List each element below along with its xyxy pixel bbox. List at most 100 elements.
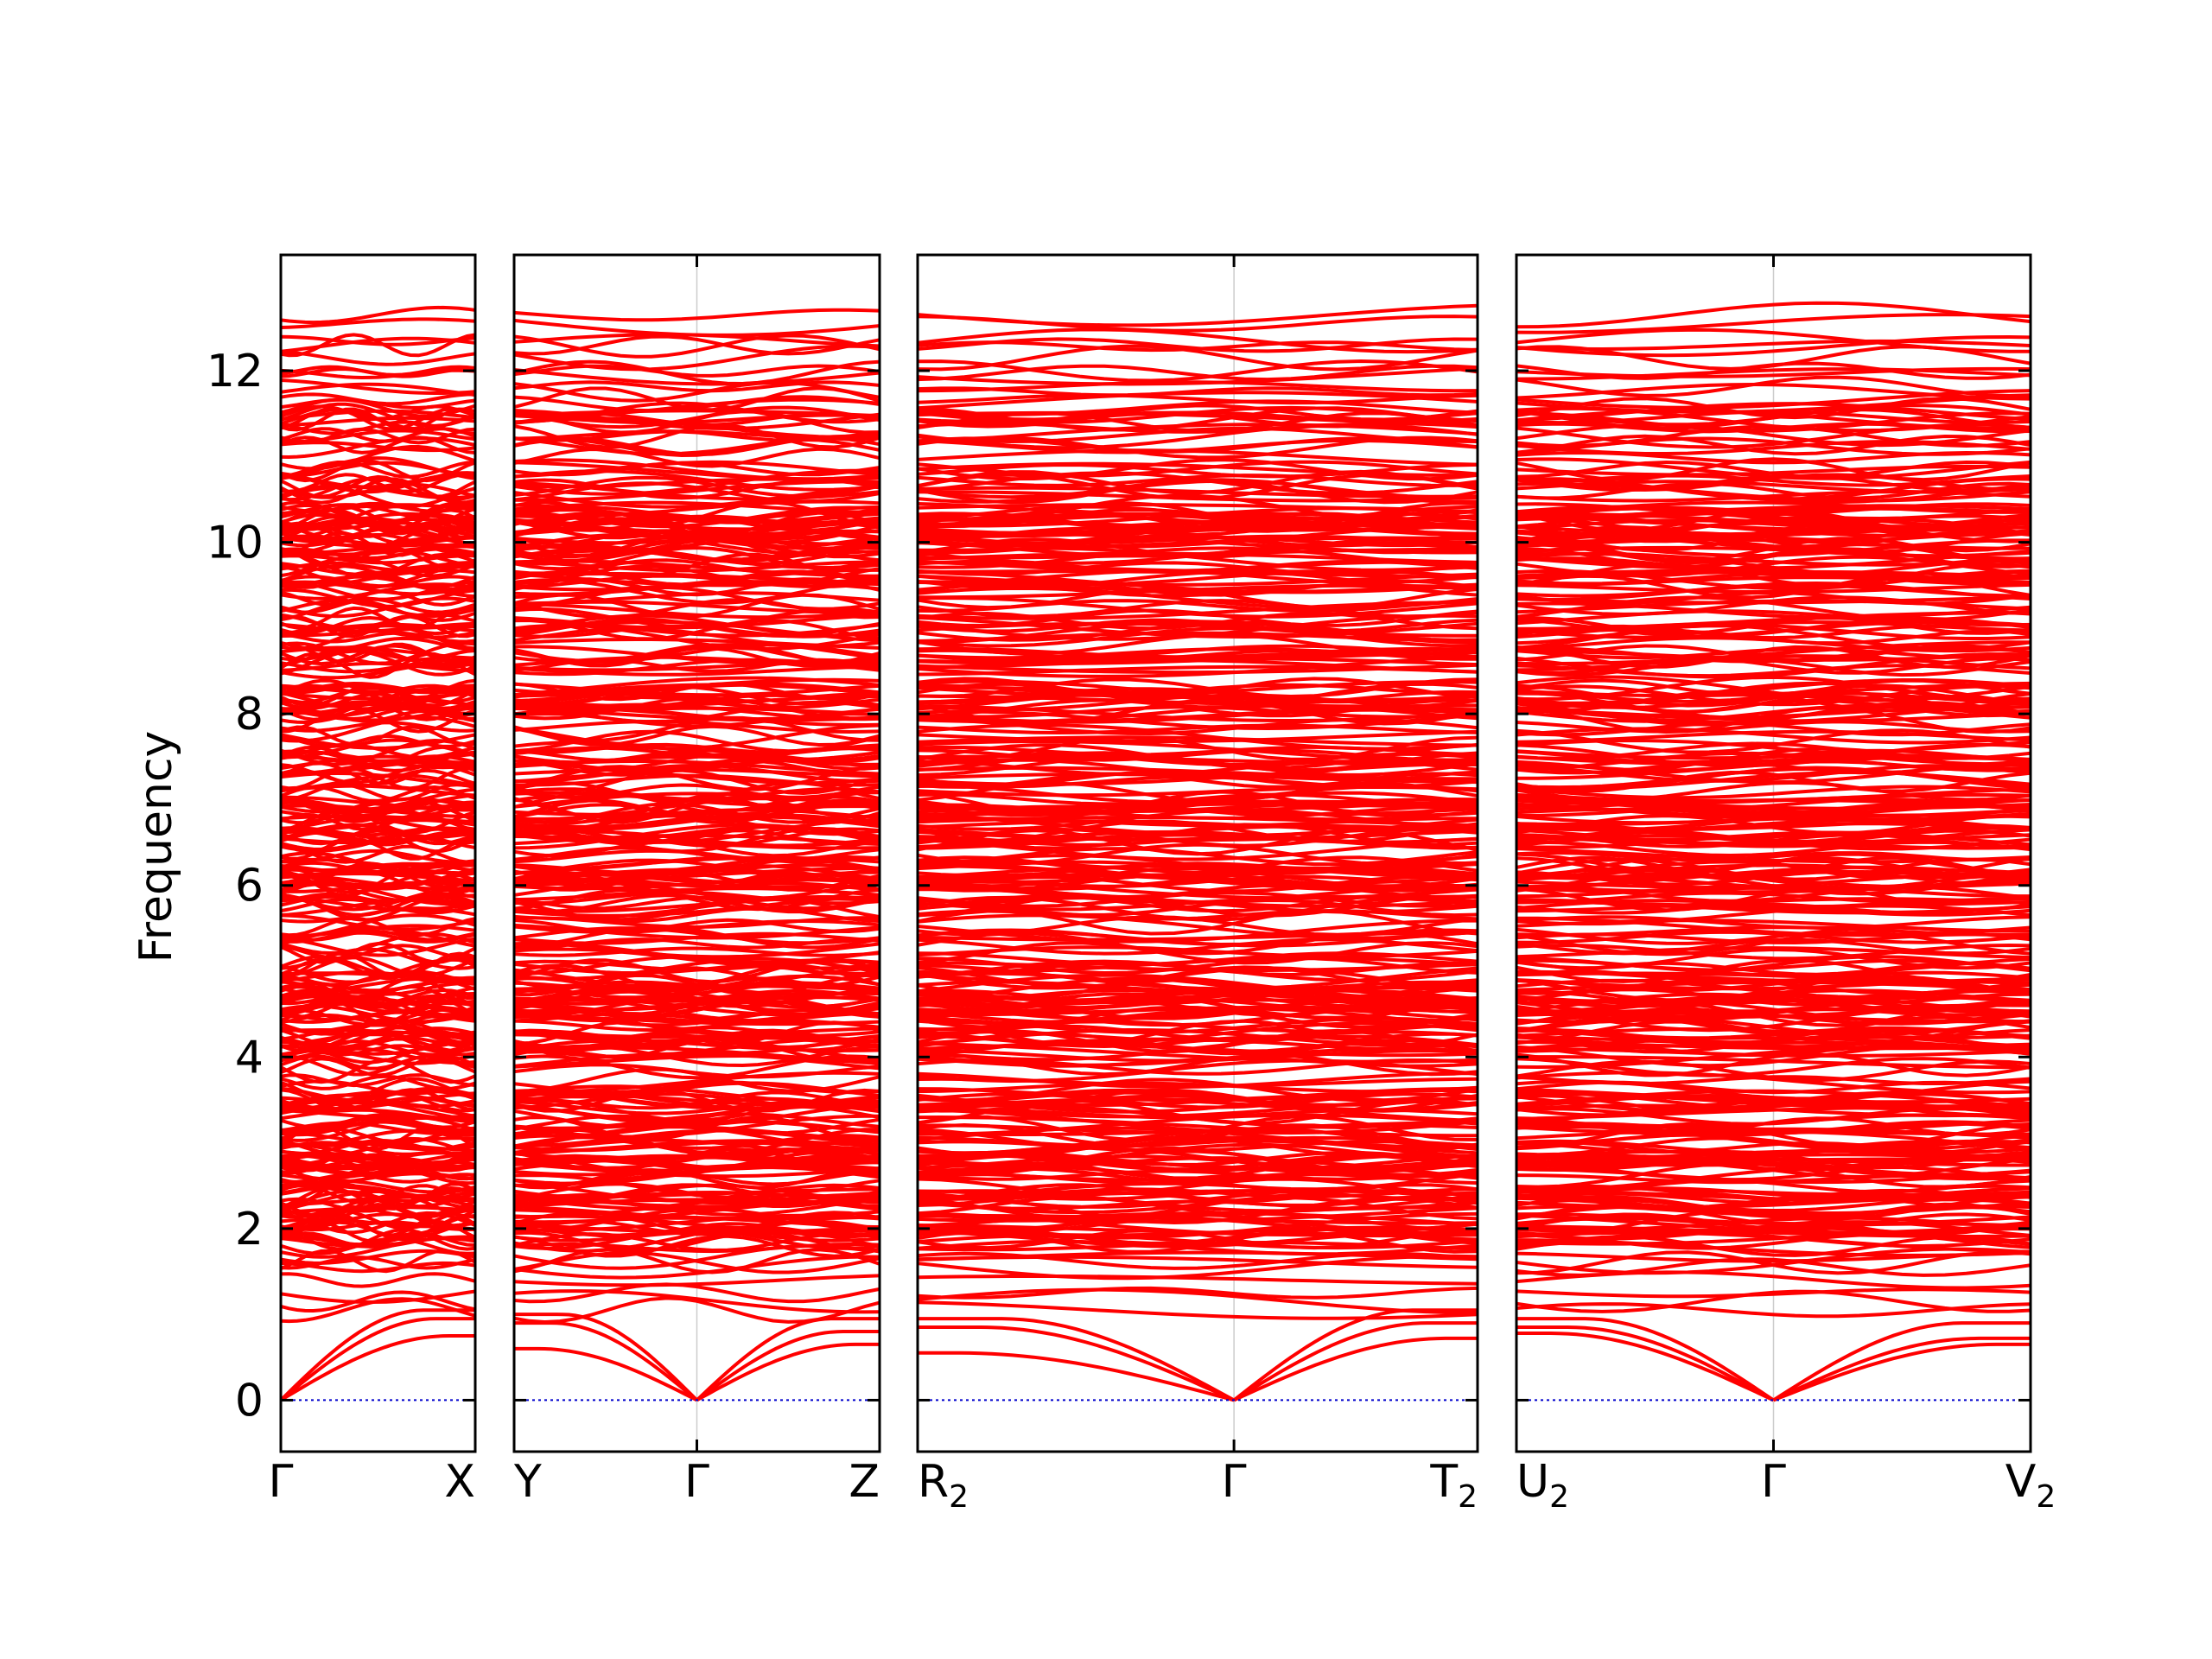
band-line bbox=[918, 1191, 1478, 1207]
band-line bbox=[514, 1119, 880, 1137]
band-line bbox=[281, 913, 475, 938]
band-line bbox=[918, 560, 1478, 574]
acoustic-branch bbox=[1772, 1336, 2031, 1402]
band-line bbox=[918, 477, 1478, 505]
band-line bbox=[918, 1115, 1478, 1141]
band-line bbox=[514, 514, 880, 526]
band-line bbox=[1516, 899, 2031, 908]
band-line bbox=[918, 595, 1478, 619]
band-line bbox=[918, 561, 1478, 576]
band-line bbox=[281, 725, 475, 747]
band-line bbox=[281, 849, 475, 864]
band-line bbox=[281, 861, 475, 877]
acoustic-branch bbox=[1516, 1325, 1775, 1402]
band-line bbox=[281, 392, 475, 406]
band-line bbox=[918, 687, 1478, 704]
band-line bbox=[918, 896, 1478, 914]
band-line bbox=[514, 676, 880, 696]
band-line bbox=[1516, 624, 2031, 640]
band-line bbox=[514, 645, 880, 666]
band-line bbox=[514, 925, 880, 950]
band-line bbox=[281, 1255, 475, 1270]
band-line bbox=[1516, 339, 2031, 352]
acoustic-branch bbox=[1772, 1321, 2031, 1402]
band-line bbox=[281, 733, 475, 750]
band-line bbox=[281, 456, 475, 480]
band-line bbox=[918, 644, 1478, 662]
band-line bbox=[514, 1213, 880, 1232]
band-line bbox=[514, 1242, 880, 1254]
band-line bbox=[514, 368, 880, 386]
band-line bbox=[281, 644, 475, 666]
band-line bbox=[281, 512, 475, 528]
band-line bbox=[281, 1160, 475, 1176]
band-line bbox=[514, 1030, 880, 1052]
band-line bbox=[918, 677, 1478, 700]
band-line bbox=[281, 1185, 475, 1211]
band-line bbox=[281, 548, 475, 569]
band-line bbox=[918, 959, 1478, 982]
band-line bbox=[918, 909, 1478, 936]
bands bbox=[514, 308, 880, 1402]
band-line bbox=[514, 742, 880, 754]
band-line bbox=[1516, 457, 2031, 480]
band-line bbox=[281, 333, 475, 358]
band-line bbox=[1516, 1230, 2031, 1254]
x-tick-label: U2 bbox=[1516, 1456, 1569, 1515]
band-line bbox=[281, 689, 475, 715]
band-line bbox=[281, 1231, 475, 1248]
band-line bbox=[281, 648, 475, 662]
band-line bbox=[281, 916, 475, 938]
band-line bbox=[281, 427, 475, 445]
band-line bbox=[1516, 622, 2031, 640]
band-line bbox=[514, 1289, 880, 1314]
band-line bbox=[281, 1013, 475, 1026]
band-line bbox=[514, 835, 880, 850]
band-line bbox=[918, 620, 1478, 645]
y-tick-label: 2 bbox=[235, 1204, 264, 1255]
band-line bbox=[918, 391, 1478, 410]
band-line bbox=[1516, 505, 2031, 521]
band-line bbox=[514, 334, 880, 359]
acoustic-branch bbox=[1516, 1317, 1775, 1402]
band-line bbox=[281, 957, 475, 984]
band-line bbox=[514, 397, 880, 418]
band-line bbox=[918, 380, 1478, 393]
band-line bbox=[918, 690, 1478, 705]
band-line bbox=[918, 988, 1478, 1006]
band-line bbox=[514, 552, 880, 579]
band-line bbox=[1516, 978, 2031, 995]
band-line bbox=[918, 930, 1478, 942]
band-line bbox=[1516, 1213, 2031, 1235]
band-line bbox=[1516, 1045, 2031, 1070]
bands bbox=[281, 305, 475, 1402]
band-line bbox=[514, 447, 880, 468]
band-line bbox=[514, 768, 880, 796]
x-tick-label: V2 bbox=[2005, 1456, 2056, 1515]
band-line bbox=[1516, 727, 2031, 745]
band-line bbox=[918, 735, 1478, 762]
acoustic-branch bbox=[1233, 1321, 1478, 1402]
band-line bbox=[918, 519, 1478, 548]
x-tick-label: Γ bbox=[684, 1456, 709, 1508]
band-line bbox=[281, 1004, 475, 1024]
band-line bbox=[281, 991, 475, 1006]
band-line bbox=[918, 1255, 1478, 1269]
band-line bbox=[514, 1125, 880, 1151]
band-line bbox=[918, 613, 1478, 641]
band-line bbox=[514, 1167, 880, 1190]
band-line bbox=[281, 473, 475, 493]
band-line bbox=[918, 423, 1478, 450]
band-line bbox=[1516, 897, 2031, 913]
band-line bbox=[1516, 1202, 2031, 1226]
band-line bbox=[918, 867, 1478, 888]
band-line bbox=[514, 481, 880, 504]
band-line bbox=[1516, 599, 2031, 614]
band-line bbox=[918, 579, 1478, 597]
band-line bbox=[281, 1153, 475, 1171]
band-line bbox=[514, 664, 880, 677]
band-line bbox=[281, 1058, 475, 1084]
band-line bbox=[918, 1028, 1478, 1054]
band-line bbox=[281, 1073, 475, 1088]
